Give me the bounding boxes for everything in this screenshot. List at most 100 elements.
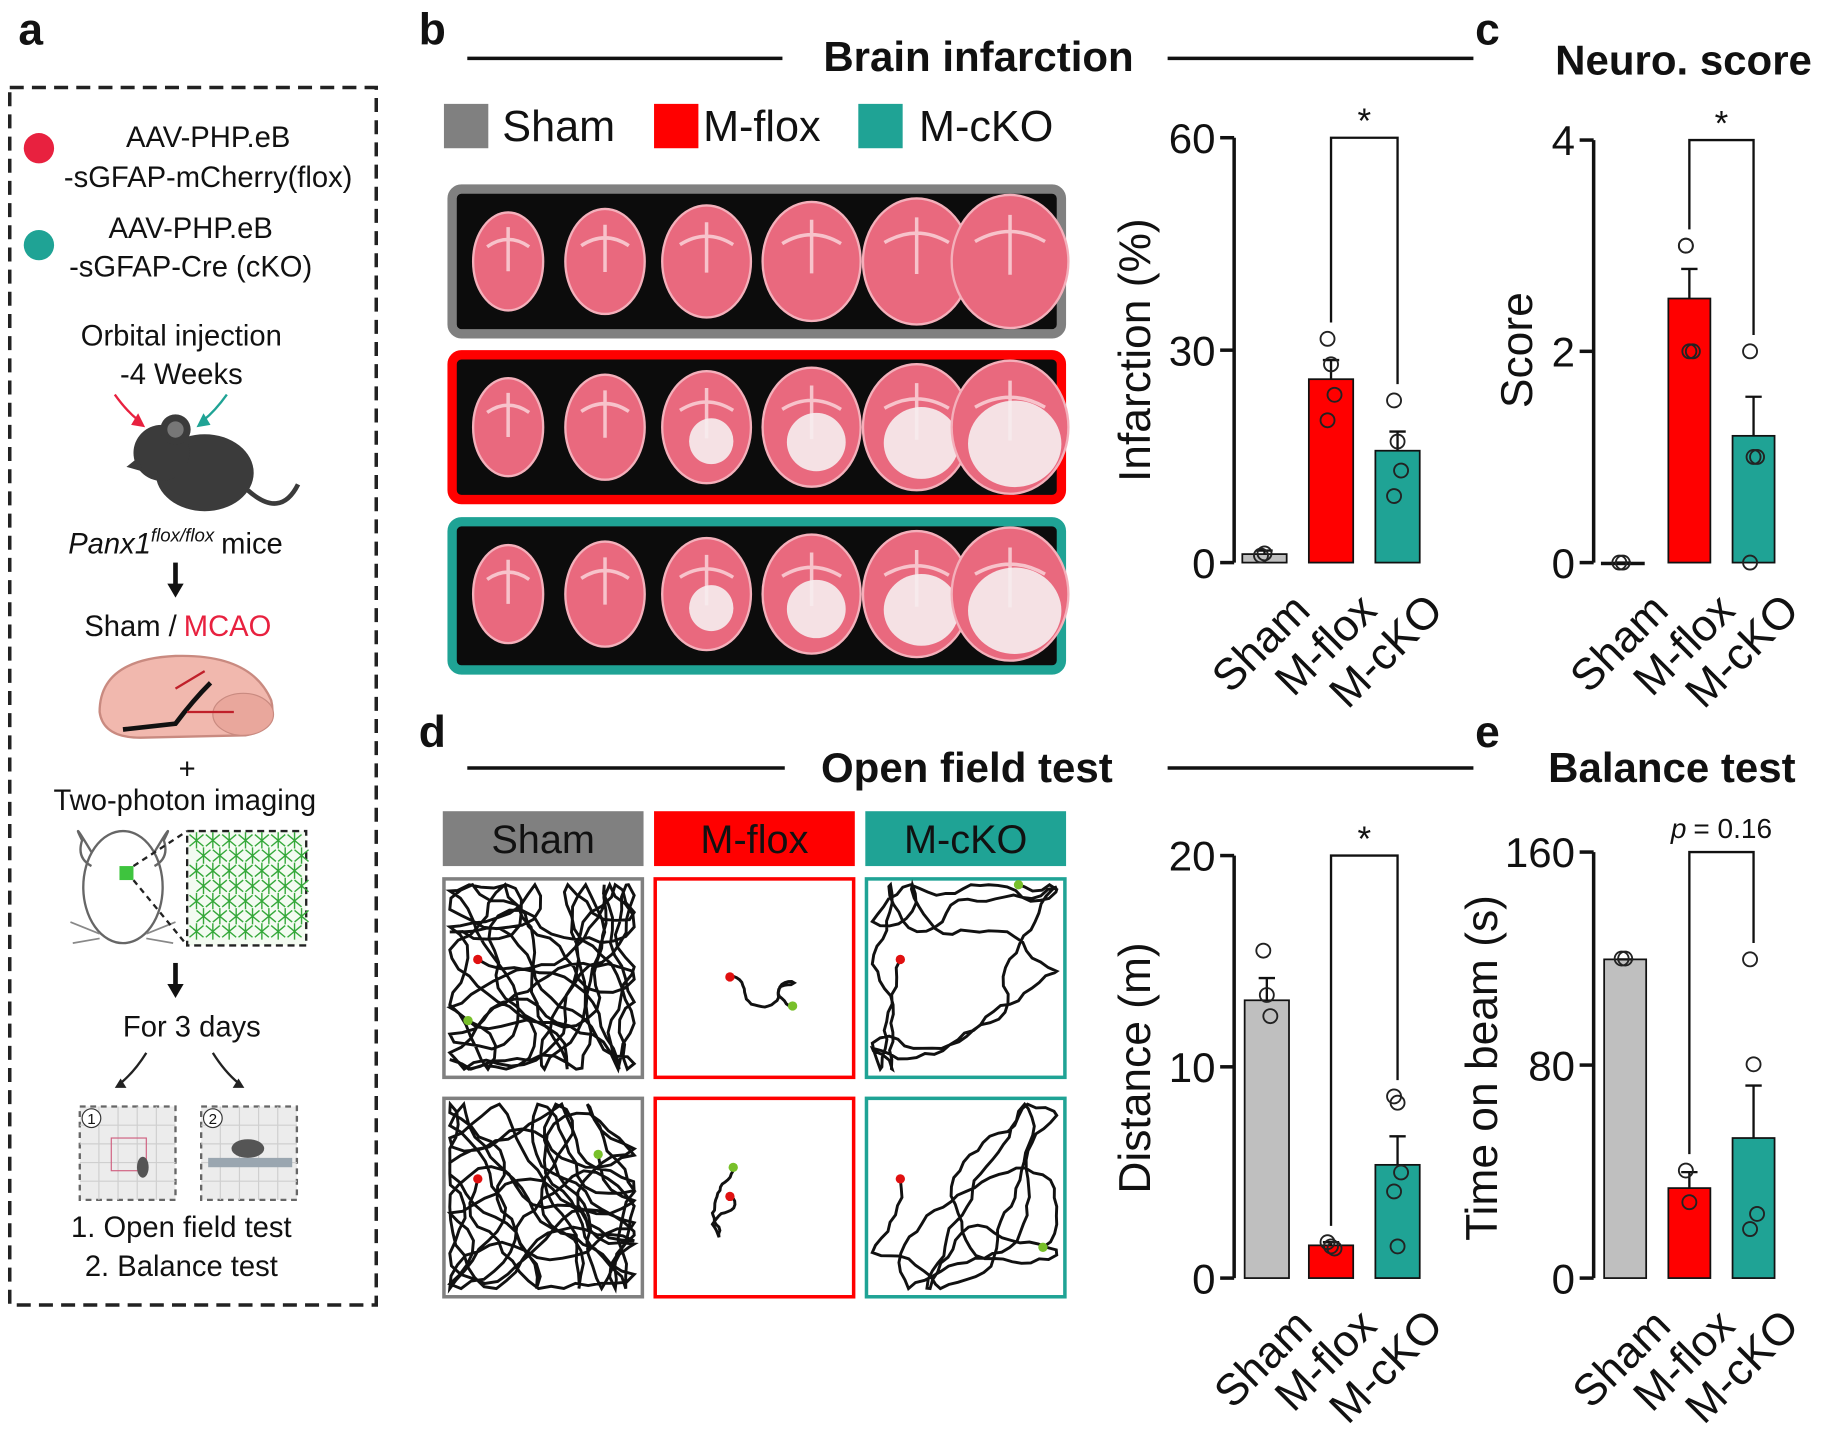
y-tick-label: 10 bbox=[1169, 1044, 1216, 1091]
astrocyte bbox=[294, 908, 309, 925]
astrocyte bbox=[277, 847, 293, 864]
astrocyte bbox=[270, 862, 286, 879]
virus-dot bbox=[23, 229, 55, 261]
y-tick-label: 0 bbox=[1552, 540, 1575, 587]
infarct bbox=[968, 567, 1062, 654]
astrocyte bbox=[189, 862, 204, 879]
astrocyte bbox=[245, 877, 260, 895]
step-text: 1. Open field test bbox=[71, 1212, 292, 1244]
ears bbox=[76, 829, 170, 868]
astrocyte bbox=[189, 892, 204, 910]
vessel bbox=[122, 681, 213, 732]
end-dot bbox=[1013, 880, 1024, 890]
end-dot bbox=[463, 1015, 473, 1026]
sig-text: * bbox=[1357, 820, 1371, 859]
astrocyte bbox=[254, 832, 270, 849]
data-point bbox=[1255, 942, 1272, 959]
astrocyte bbox=[212, 877, 228, 895]
data-point bbox=[1684, 343, 1701, 360]
astrocyte bbox=[221, 862, 237, 879]
astrocyte bbox=[261, 908, 277, 925]
step-circle bbox=[81, 1108, 102, 1129]
astrocyte bbox=[277, 877, 293, 895]
astrocyte bbox=[270, 923, 286, 940]
astrocyte bbox=[287, 923, 302, 940]
astrocyte bbox=[212, 908, 228, 925]
trajectory bbox=[446, 1100, 639, 1294]
y-tick-label: 160 bbox=[1505, 829, 1575, 876]
step-text: Orbital injection bbox=[81, 320, 282, 352]
data-point bbox=[1742, 1221, 1758, 1238]
zoom bbox=[132, 830, 189, 947]
slice-detail bbox=[486, 559, 531, 604]
start-dot bbox=[895, 954, 905, 965]
gene: Panx1 bbox=[68, 528, 151, 560]
sig-text: * bbox=[1357, 102, 1371, 141]
test-box bbox=[78, 1105, 177, 1202]
group-label: Sham bbox=[491, 818, 595, 862]
beam bbox=[208, 1157, 293, 1168]
data-point bbox=[1262, 1008, 1279, 1025]
data-point bbox=[1323, 1238, 1339, 1255]
chart-title: Neuro. score bbox=[1555, 37, 1812, 84]
data-point bbox=[1681, 1194, 1698, 1211]
infarct bbox=[883, 573, 959, 646]
data-point bbox=[1677, 237, 1694, 254]
legend-swatch bbox=[443, 103, 489, 149]
virus-text: -sGFAP-Cre (cKO) bbox=[69, 252, 312, 284]
infarct bbox=[883, 407, 959, 479]
bar bbox=[1731, 434, 1776, 564]
astrocyte bbox=[270, 892, 286, 910]
slice-detail bbox=[580, 224, 630, 272]
legend-label: M-flox bbox=[703, 103, 821, 151]
end-dot bbox=[1038, 1242, 1048, 1252]
start-dot bbox=[473, 1174, 483, 1184]
y-tick-label: 4 bbox=[1552, 117, 1575, 164]
trajectory bbox=[869, 879, 1060, 1073]
data-point bbox=[1323, 356, 1339, 373]
data-point bbox=[1745, 1056, 1762, 1073]
astrocyte bbox=[221, 832, 237, 849]
data-point bbox=[1386, 392, 1402, 409]
step-number: 2 bbox=[209, 1111, 217, 1128]
arrow bbox=[119, 1052, 148, 1085]
astrocyte bbox=[238, 832, 253, 849]
panel-label: e bbox=[1475, 708, 1500, 757]
astrocyte bbox=[270, 832, 286, 849]
infarct bbox=[786, 579, 846, 639]
astrocyte bbox=[189, 923, 204, 940]
start-dot bbox=[725, 972, 735, 982]
arena bbox=[653, 877, 856, 1080]
sham: Sham / bbox=[84, 611, 177, 643]
end-dot bbox=[787, 1001, 798, 1011]
y-tick-label: 0 bbox=[1552, 1255, 1575, 1302]
astrocyte bbox=[221, 892, 237, 910]
sig-label: * bbox=[1357, 820, 1371, 859]
start-dot bbox=[725, 1191, 735, 1202]
astrocyte bbox=[245, 847, 260, 864]
astrocyte bbox=[221, 923, 237, 940]
data-point bbox=[1742, 343, 1758, 360]
bar bbox=[1667, 1187, 1712, 1279]
bar bbox=[1603, 958, 1648, 1279]
bar bbox=[1374, 1163, 1421, 1279]
astrocyte bbox=[228, 847, 244, 864]
data-point bbox=[1253, 547, 1269, 564]
sig-bracket bbox=[1688, 850, 1755, 1155]
arrow bbox=[202, 393, 228, 422]
astrocyte bbox=[196, 908, 211, 925]
sig-label: * bbox=[1357, 102, 1371, 141]
y-axis-label: Distance (m) bbox=[1111, 942, 1160, 1193]
data-point bbox=[1749, 1205, 1765, 1222]
window bbox=[119, 866, 134, 881]
step-text: -4 Weeks bbox=[120, 359, 243, 391]
astrocyte bbox=[277, 908, 293, 925]
mouse bbox=[167, 421, 184, 438]
astrocyte bbox=[254, 892, 270, 910]
bar bbox=[1243, 999, 1290, 1279]
y-tick-label: 60 bbox=[1169, 115, 1216, 162]
step-number: 1 bbox=[87, 1111, 95, 1128]
bar bbox=[1667, 297, 1712, 564]
group-header bbox=[654, 811, 855, 867]
